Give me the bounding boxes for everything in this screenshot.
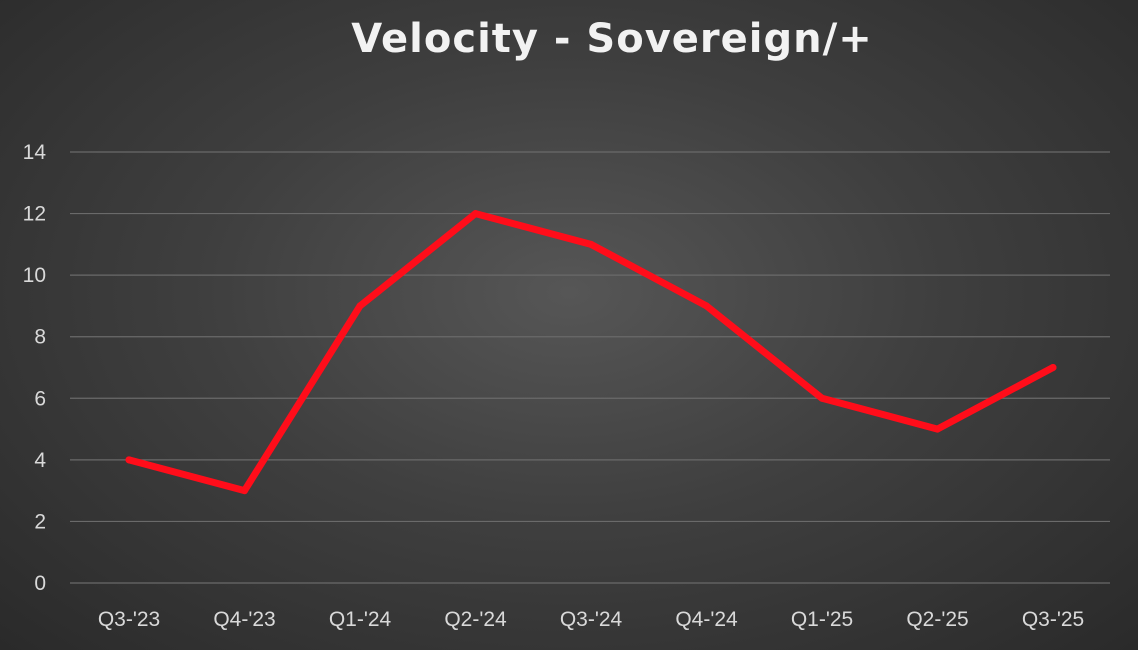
y-tick-label: 8 — [34, 326, 46, 349]
y-axis-tick-labels: 0 2 4 6 8 10 12 14 — [23, 141, 47, 595]
gridlines — [70, 151, 1110, 584]
x-axis-tick-labels: Q3-'23 Q4-'23 Q1-'24 Q2-'24 Q3-'24 Q4-'24 Q1-'… — [98, 608, 1084, 631]
y-tick-label: 10 — [23, 264, 46, 287]
x-tick-label: Q3-'23 — [98, 608, 160, 631]
y-tick-label: 12 — [23, 203, 46, 226]
chart-title: Velocity - Sovereign/+ — [351, 16, 872, 62]
x-tick-label: Q2-'24 — [444, 608, 507, 631]
y-tick-label: 14 — [23, 141, 47, 164]
data-point — [703, 302, 710, 310]
x-tick-label: Q2-'25 — [906, 608, 968, 631]
x-tick-label: Q3-'24 — [560, 608, 623, 631]
x-tick-label: Q1-'24 — [329, 608, 392, 631]
series-line-0 — [125, 210, 1057, 495]
data-point — [356, 302, 364, 310]
y-tick-label: 2 — [34, 510, 46, 533]
data-point — [587, 240, 595, 248]
y-tick-label: 6 — [34, 387, 46, 410]
series-lines — [125, 210, 1057, 495]
data-point — [934, 425, 941, 433]
x-tick-label: Q4-'23 — [213, 608, 275, 631]
data-point — [241, 487, 248, 495]
y-tick-label: 0 — [34, 572, 46, 595]
data-point — [818, 394, 826, 402]
x-tick-label: Q3-'25 — [1022, 608, 1084, 631]
data-point — [1049, 364, 1057, 371]
x-tick-label: Q4-'24 — [675, 608, 738, 631]
data-point — [472, 210, 479, 218]
data-point — [125, 456, 133, 464]
x-tick-label: Q1-'25 — [791, 608, 853, 631]
y-tick-label: 4 — [34, 449, 46, 472]
